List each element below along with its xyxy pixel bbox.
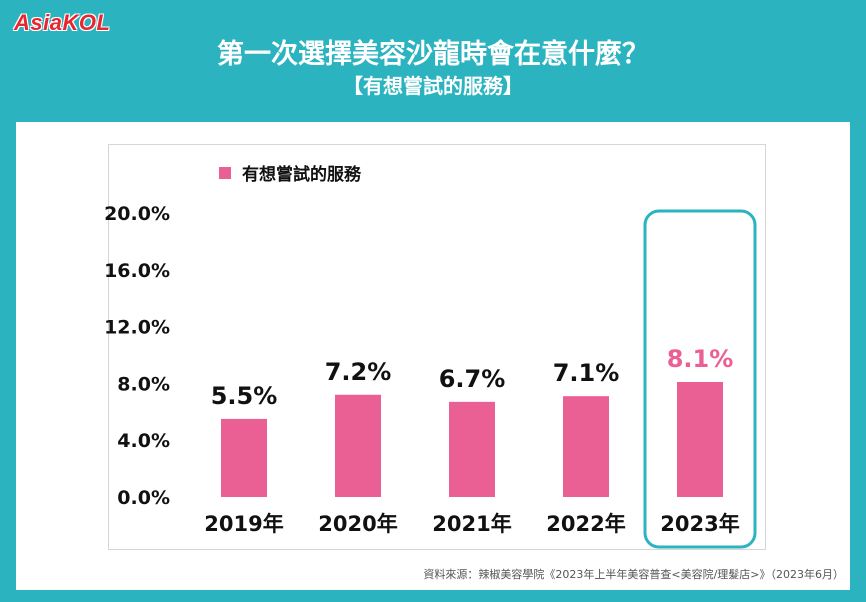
x-tick-label: 2020年 (318, 512, 397, 536)
y-tick-label: 16.0% (104, 260, 170, 282)
data-label: 7.2% (325, 358, 392, 386)
legend-label: 有想嘗試的服務 (242, 164, 362, 185)
source-note: 資料來源：辣椒美容學院《2023年上半年美容普查<美容院/理髮店>》（2023年… (423, 568, 844, 581)
x-tick-label: 2021年 (432, 512, 511, 536)
y-tick-label: 12.0% (104, 317, 170, 339)
page-title: 第一次選擇美容沙龍時會在意什麼？ (217, 39, 649, 70)
data-label: 8.1% (667, 345, 734, 373)
y-tick-label: 20.0% (104, 203, 170, 225)
x-tick-label: 2019年 (204, 512, 283, 536)
y-tick-label: 4.0% (117, 430, 170, 452)
bar (221, 418, 267, 497)
y-tick-label: 0.0% (117, 487, 170, 509)
x-tick-label: 2023年 (660, 512, 739, 536)
data-label: 6.7% (439, 365, 506, 393)
x-tick-label: 2022年 (546, 512, 625, 536)
bar (563, 396, 609, 497)
legend-swatch (219, 167, 231, 179)
data-label: 5.5% (211, 382, 278, 410)
highlight-frame (643, 209, 757, 549)
bar (449, 401, 495, 497)
brand-logo: AsiaKOL (14, 10, 111, 35)
y-tick-label: 8.0% (117, 373, 170, 395)
data-label: 7.1% (553, 359, 620, 387)
page-subtitle: 【有想嘗試的服務】 (343, 74, 523, 98)
bar (335, 394, 381, 497)
bar (677, 381, 723, 497)
